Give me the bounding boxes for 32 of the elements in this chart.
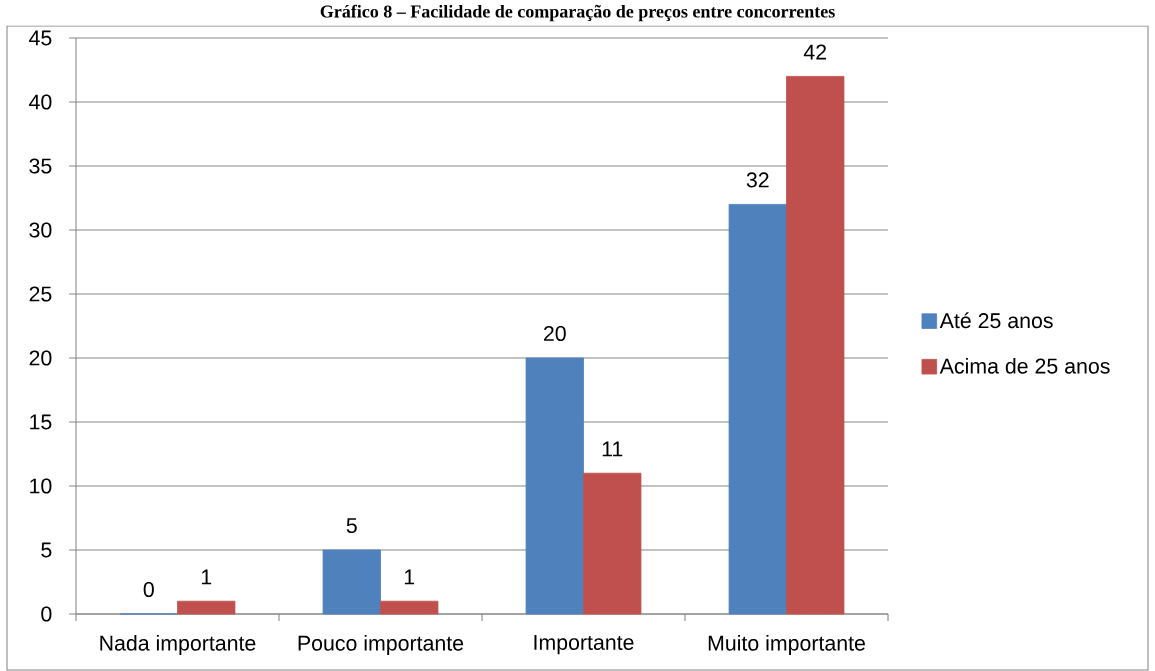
y-tick-label: 30 xyxy=(29,222,52,238)
bar xyxy=(525,357,584,615)
data-label: 1 xyxy=(404,569,415,585)
data-label: 5 xyxy=(346,518,357,534)
data-label: 32 xyxy=(746,172,769,188)
bar xyxy=(583,472,642,615)
bar xyxy=(786,75,845,615)
y-tick-label: 45 xyxy=(29,30,52,46)
bar xyxy=(380,600,439,615)
y-tick-label: 25 xyxy=(29,286,52,302)
legend-label: Até 25 anos xyxy=(939,312,1053,329)
chart-title: Gráfico 8 – Facilidade de comparação de preços entre concorrentes xyxy=(320,4,835,22)
y-tick-label: 10 xyxy=(30,478,52,494)
x-tick-label: Nada importante xyxy=(100,635,256,655)
legend-label: Acima de 25 anos xyxy=(939,357,1110,374)
data-label: 20 xyxy=(543,325,566,342)
bar xyxy=(728,204,787,615)
y-tick-label: 0 xyxy=(41,606,52,622)
y-tick-label: 15 xyxy=(30,414,52,430)
y-tick-label: 35 xyxy=(29,158,52,174)
y-tick-label: 20 xyxy=(29,350,52,366)
y-tick-label: 40 xyxy=(29,94,52,110)
data-label: 0 xyxy=(143,581,154,598)
data-label: 42 xyxy=(803,44,827,60)
data-label: 1 xyxy=(201,569,212,585)
x-tick-label: Importante xyxy=(534,635,634,655)
x-tick-label: Pouco importante xyxy=(298,635,464,655)
x-tick-label: Muito importante xyxy=(708,635,865,655)
bar xyxy=(322,549,381,615)
y-tick-label: 5 xyxy=(41,542,52,558)
bar xyxy=(177,600,236,615)
data-label: 11 xyxy=(602,441,623,457)
